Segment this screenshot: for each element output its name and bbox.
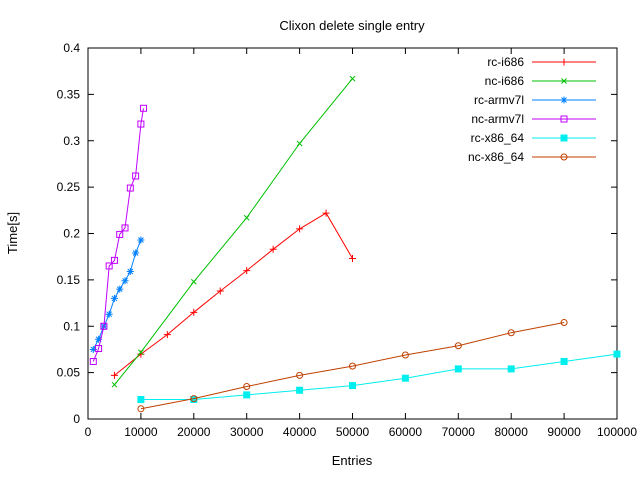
y-tick-label: 0.3: [63, 134, 80, 148]
series-line: [114, 212, 353, 376]
series-line: [92, 108, 144, 362]
y-axis-label: Time[s]: [5, 212, 20, 254]
x-tick-label: 80000: [495, 425, 529, 439]
y-tick-label: 0.25: [57, 180, 81, 194]
x-tick-label: 10000: [124, 425, 158, 439]
x-tick-label: 40000: [283, 425, 317, 439]
series-line: [140, 322, 565, 410]
legend-item-nc-armv7l: nc-armv7l: [471, 112, 596, 126]
legend-label: nc-i686: [485, 74, 525, 88]
series-rc-armv7l: [89, 236, 145, 353]
legend-label: nc-armv7l: [471, 112, 524, 126]
legend-item-rc-i686: rc-i686: [487, 55, 596, 69]
x-tick-label: 50000: [336, 425, 370, 439]
y-tick-label: 0.35: [57, 87, 81, 101]
y-tick-label: 0.4: [63, 41, 80, 55]
legend-label: rc-armv7l: [474, 93, 524, 107]
legend-item-nc-x86_64: nc-x86_64: [468, 150, 596, 164]
y-tick-label: 0.15: [57, 273, 81, 287]
series-line: [92, 239, 142, 350]
x-tick-label: 0: [85, 425, 92, 439]
plot-generated-layer: 0 10000 20000 30000 40000 50000 60000 70000 8000…: [57, 41, 638, 439]
x-tick-label: 30000: [230, 425, 264, 439]
chart-title: Clixon delete single entry: [279, 18, 425, 33]
legend-label: nc-x86_64: [468, 150, 524, 164]
legend-label: rc-i686: [487, 55, 524, 69]
series-line: [140, 353, 618, 400]
legend-item-rc-x86_64: rc-x86_64: [471, 131, 596, 145]
legend: rc-i686 nc-i686 rc-armv7l nc-armv7l rc-x86_6…: [468, 55, 596, 164]
legend-item-rc-armv7l: rc-armv7l: [474, 93, 596, 107]
x-tick-label: 70000: [442, 425, 476, 439]
series-nc-armv7l: [89, 104, 148, 365]
series-nc-x86_64: [137, 319, 568, 413]
legend-item-nc-i686: nc-i686: [485, 74, 596, 88]
series-nc-i686: [111, 75, 356, 388]
y-tick-label: 0.05: [57, 366, 81, 380]
y-tick-label: 0.2: [63, 227, 80, 241]
x-tick-label: 20000: [177, 425, 211, 439]
y-tick-label: 0: [73, 412, 80, 426]
legend-label: rc-x86_64: [471, 131, 525, 145]
series-rc-i686: [110, 209, 356, 379]
x-tick-label: 60000: [389, 425, 423, 439]
x-tick-label: 100000: [597, 425, 637, 439]
x-tick-label: 90000: [547, 425, 581, 439]
y-tick-label: 0.1: [63, 319, 80, 333]
x-axis-label: Entries: [332, 453, 373, 468]
series-line: [114, 78, 353, 386]
